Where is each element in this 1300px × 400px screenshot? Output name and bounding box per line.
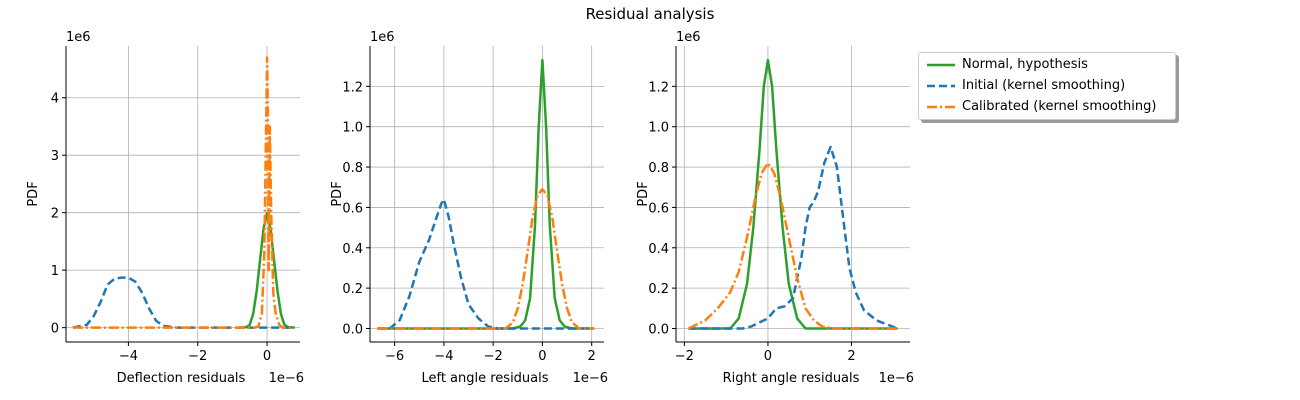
x-axis-label: Right angle residuals bbox=[723, 371, 860, 386]
x-tick-label: −6 bbox=[385, 349, 404, 364]
y-axis-label: PDF bbox=[26, 181, 41, 206]
subplot-1 bbox=[62, 46, 300, 346]
x-axis-label: Deflection residuals bbox=[117, 371, 246, 386]
series-line bbox=[377, 58, 595, 330]
x-tick-label: 0 bbox=[538, 349, 546, 364]
y-scale-label: 1e6 bbox=[370, 30, 395, 45]
series-line bbox=[688, 58, 898, 330]
y-tick-label: 1.2 bbox=[342, 80, 363, 95]
x-tick-label: −4 bbox=[119, 349, 138, 364]
x-tick-label: −4 bbox=[434, 349, 453, 364]
y-tick-label: 0.0 bbox=[648, 322, 669, 337]
y-tick-label: 0.6 bbox=[342, 201, 363, 216]
figure-title: Residual analysis bbox=[585, 5, 715, 23]
y-tick-label: 3 bbox=[51, 149, 59, 164]
y-tick-label: 0.2 bbox=[648, 282, 669, 297]
series-line bbox=[377, 198, 595, 330]
y-tick-label: 0.2 bbox=[342, 282, 363, 297]
y-tick-label: 0.4 bbox=[648, 242, 669, 257]
legend-swatch-solid bbox=[927, 63, 955, 67]
x-scale-label: 1e−6 bbox=[879, 371, 914, 386]
x-scale-label: 1e−6 bbox=[269, 371, 304, 386]
series-line bbox=[377, 188, 595, 330]
y-scale-label: 1e6 bbox=[676, 30, 701, 45]
y-tick-label: 0.6 bbox=[648, 201, 669, 216]
series-line bbox=[72, 56, 292, 329]
y-tick-label: 1.2 bbox=[648, 80, 669, 95]
x-scale-label: 1e−6 bbox=[573, 371, 608, 386]
x-tick-label: 0 bbox=[263, 349, 271, 364]
y-tick-label: 0.8 bbox=[648, 161, 669, 176]
series-line bbox=[72, 276, 292, 329]
legend-label: Initial (kernel smoothing) bbox=[962, 78, 1126, 93]
y-axis-label: PDF bbox=[330, 181, 345, 206]
y-tick-label: 0 bbox=[51, 322, 59, 337]
y-tick-label: 4 bbox=[51, 92, 59, 107]
x-tick-label: 0 bbox=[764, 349, 772, 364]
legend-label: Normal, hypothesis bbox=[962, 57, 1088, 72]
y-tick-label: 1.0 bbox=[342, 121, 363, 136]
subplot-2 bbox=[366, 46, 604, 346]
y-tick-label: 2 bbox=[51, 207, 59, 222]
y-scale-label: 1e6 bbox=[66, 30, 91, 45]
y-tick-label: 0.4 bbox=[342, 242, 363, 257]
y-tick-label: 0.8 bbox=[342, 161, 363, 176]
x-tick-label: 2 bbox=[847, 349, 855, 364]
series-line bbox=[688, 145, 898, 330]
x-tick-label: −2 bbox=[675, 349, 694, 364]
legend-swatch-dashdot bbox=[927, 105, 955, 109]
subplot-3 bbox=[672, 46, 910, 346]
x-tick-label: −2 bbox=[484, 349, 503, 364]
legend-label: Calibrated (kernel smoothing) bbox=[962, 99, 1157, 114]
legend-swatch-dashed bbox=[927, 84, 955, 88]
y-tick-label: 0.0 bbox=[342, 322, 363, 337]
y-axis-label: PDF bbox=[636, 181, 651, 206]
x-tick-label: 2 bbox=[588, 349, 596, 364]
x-axis-label: Left angle residuals bbox=[421, 371, 548, 386]
y-tick-label: 1 bbox=[51, 264, 59, 279]
legend: Normal, hypothesis Initial (kernel smoot… bbox=[918, 52, 1176, 120]
series-line bbox=[239, 212, 295, 329]
y-tick-label: 1.0 bbox=[648, 121, 669, 136]
x-tick-label: −2 bbox=[188, 349, 207, 364]
